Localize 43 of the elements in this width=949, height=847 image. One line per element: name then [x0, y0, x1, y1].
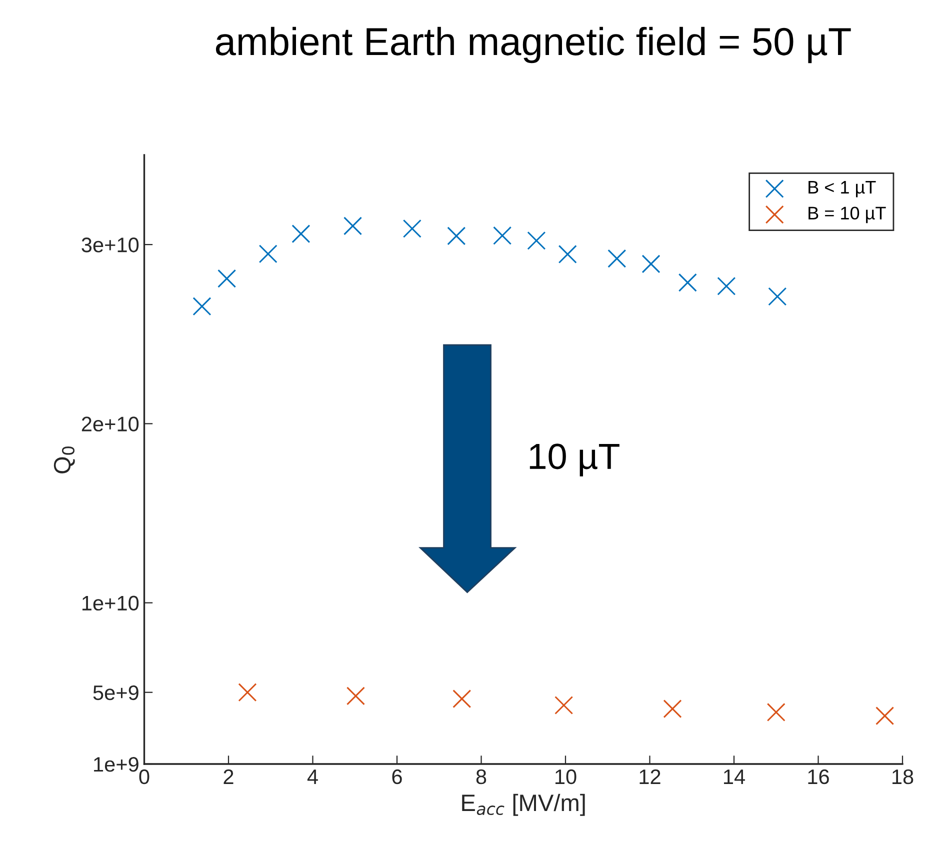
point	[343, 216, 362, 236]
y-tick-label: 1e+9	[94, 756, 138, 772]
point	[558, 244, 577, 264]
x-tick-label: 18	[892, 769, 914, 784]
point	[554, 696, 574, 715]
point	[346, 686, 365, 706]
y-tick-label: 5e+9	[93, 685, 138, 700]
x-tick-label: 12	[640, 769, 660, 784]
point	[608, 249, 626, 268]
chart-title: ambient Earth magnetic field = 50 µT	[216, 26, 851, 64]
point	[876, 706, 894, 726]
point	[717, 276, 736, 296]
point	[292, 224, 310, 244]
point	[447, 226, 466, 246]
annotation: 10 µT	[530, 444, 620, 476]
y-tick-label: 3e+10	[82, 238, 139, 252]
point	[766, 702, 786, 722]
x-tick-label: 8	[476, 769, 486, 784]
legend-label: B < 1 µT	[808, 181, 876, 198]
y-tick-label: 2e+10	[82, 416, 139, 432]
point	[402, 219, 422, 238]
point	[493, 226, 512, 245]
point	[192, 297, 212, 316]
point	[678, 273, 697, 292]
y-axis-title: Q$_{0}$	[54, 446, 75, 474]
x-tick-label: 16	[808, 769, 829, 784]
point	[642, 254, 660, 274]
legend-label: B = 10 µT	[808, 206, 886, 224]
x-tick-label: 6	[392, 769, 402, 784]
x-axis-title: E$_{acc}$ [MV/m]	[462, 794, 585, 816]
point	[768, 287, 787, 306]
point	[238, 683, 257, 702]
x-tick-label: 4	[307, 770, 318, 784]
y-tick-label: 1e+10	[82, 596, 139, 611]
point	[663, 700, 682, 718]
x-tick-label: 10	[556, 769, 576, 784]
x-tick-label: 0	[139, 769, 150, 784]
point	[527, 231, 546, 250]
x-tick-label: 14	[724, 770, 745, 784]
x-tick-label: 2	[224, 769, 234, 784]
point	[218, 269, 236, 288]
point	[258, 244, 278, 264]
point	[452, 690, 472, 708]
